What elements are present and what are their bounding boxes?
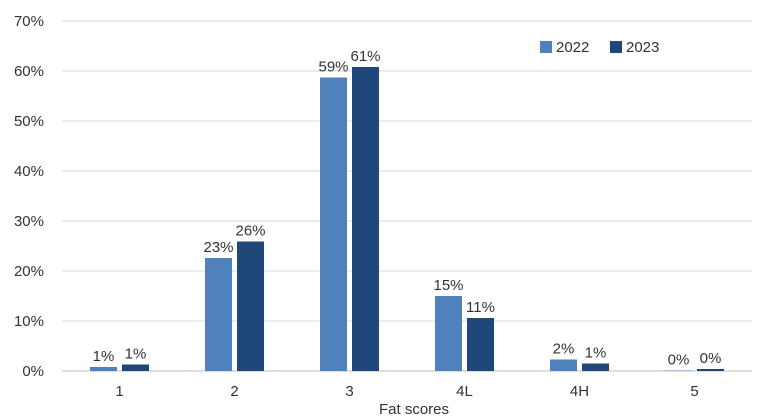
bar-2022-4L [435,296,462,371]
bar-2023-3 [352,67,379,371]
data-label-2023-2: 26% [235,223,265,240]
bar-2023-1 [122,364,149,371]
x-axis-ticks: 1 2 3 4L 4H 5 [115,383,698,400]
y-axis-ticks: 0% 10% 20% 30% 40% 50% 60% 70% [14,13,44,380]
data-label-2022-1: 1% [93,348,115,365]
data-label-2023-1: 1% [125,346,147,363]
bar-2022-4H [550,359,577,371]
bar-2023-5 [697,369,724,371]
y-tick-label: 30% [14,213,44,230]
y-tick-label: 60% [14,63,44,80]
x-tick-label: 3 [345,383,353,400]
x-axis-title: Fat scores [379,401,449,417]
data-label-2023-5: 0% [700,350,722,367]
y-tick-label: 50% [14,113,44,130]
x-tick-label: 4H [570,383,589,400]
data-label-2022-5: 0% [668,352,690,369]
y-tick-label: 20% [14,263,44,280]
bar-2022-3 [320,77,347,371]
bar-2023-2 [237,241,264,371]
bar-2023-4H [582,363,609,371]
legend-label-2022: 2022 [556,39,589,56]
legend-swatch-2023 [610,41,622,53]
data-label-2022-4L: 15% [433,277,463,294]
data-label-2022-4H: 2% [553,341,575,358]
legend-swatch-2022 [540,41,552,53]
data-labels: 1% 1% 23%26% 59%61% 15%11% 2% 1% 0% 0% [93,48,722,369]
y-tick-label: 70% [14,13,44,30]
bar-2022-2 [205,258,232,371]
x-tick-label: 4L [456,383,473,400]
data-label-2023-3: 61% [350,48,380,65]
y-tick-label: 0% [22,363,44,380]
x-tick-label: 2 [230,383,238,400]
data-label-2022-3: 59% [318,59,348,76]
legend-label-2023: 2023 [626,39,659,56]
data-label-2023-4H: 1% [585,345,607,362]
data-label-2023-4L: 11% [466,299,495,316]
legend: 2022 2023 [540,39,659,56]
bars [90,67,724,371]
bar-2022-5 [665,370,692,371]
y-tick-label: 40% [14,163,44,180]
y-tick-label: 10% [14,313,44,330]
data-label-2022-2: 23% [203,239,233,256]
gridlines [62,20,752,372]
x-tick-label: 1 [115,383,123,400]
bar-2023-4L [467,318,494,371]
bar-2022-1 [90,367,117,371]
x-tick-label: 5 [690,383,698,400]
